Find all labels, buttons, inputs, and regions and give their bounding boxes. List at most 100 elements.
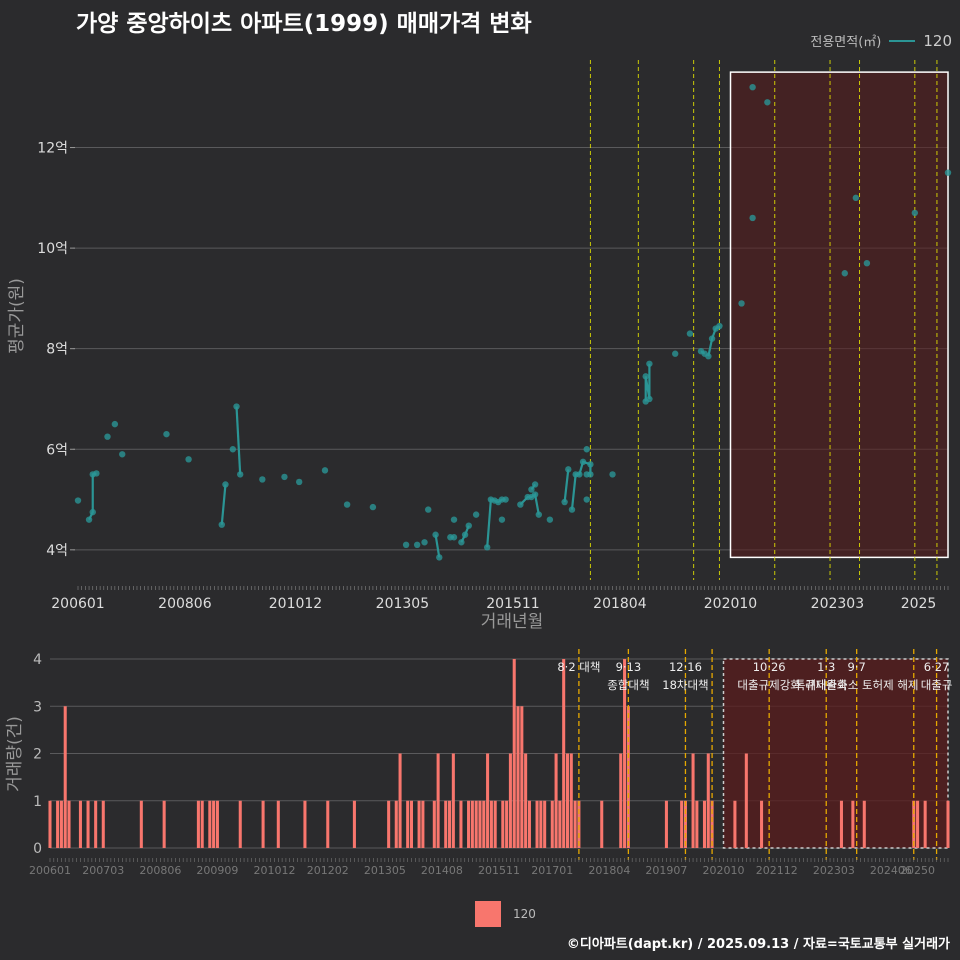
price-point — [413, 541, 421, 548]
price-point — [461, 531, 469, 538]
volume-bar — [444, 800, 448, 848]
bar-y-tick-label: 2 — [33, 747, 42, 763]
y-tick-label: 6억 — [46, 442, 68, 458]
volume-bar — [619, 753, 623, 848]
policy-label: 종합대책 — [607, 678, 649, 692]
policy-label: 9·7 — [848, 660, 866, 674]
y-tick-label: 12억 — [37, 141, 68, 157]
volume-bar — [467, 800, 471, 848]
policy-label: 12·16 — [669, 660, 702, 674]
policy-label: 9·13 — [616, 660, 642, 674]
volume-bar — [680, 800, 684, 848]
volume-bar — [238, 800, 242, 848]
price-point — [672, 350, 679, 357]
price-point — [421, 539, 428, 546]
price-point — [561, 498, 568, 506]
volume-bar — [139, 800, 143, 848]
volume-bar — [543, 800, 547, 848]
price-point — [369, 503, 377, 511]
price-point — [402, 541, 410, 548]
price-point — [546, 516, 554, 523]
y-axis-title: 평균가(원) — [7, 278, 27, 354]
price-point — [764, 99, 771, 106]
legend-line-swatch — [889, 39, 916, 42]
price-point — [458, 539, 465, 546]
price-point — [119, 451, 126, 458]
volume-bar — [432, 800, 436, 848]
volume-bar — [695, 800, 699, 848]
bar-x-tick-label: 20250 — [900, 864, 935, 877]
volume-bar — [691, 753, 695, 848]
price-point — [259, 476, 266, 483]
price-point — [450, 534, 458, 541]
bar-x-tick-label: 200806 — [139, 864, 181, 877]
legend-bar-label: 120 — [513, 907, 536, 921]
volume-bar — [623, 659, 627, 848]
volume-bar — [923, 800, 927, 848]
price-point — [450, 516, 458, 523]
bar-x-tick-label: 201511 — [478, 864, 520, 877]
price-point — [517, 501, 524, 508]
volume-bar — [398, 753, 402, 848]
volume-bar — [501, 800, 505, 848]
price-point — [738, 300, 745, 307]
volume-bar — [760, 800, 764, 848]
volume-bar — [946, 800, 950, 848]
legend-bar-swatch — [475, 901, 501, 927]
price-point — [531, 491, 539, 498]
bar-x-tick-label: 201408 — [421, 864, 463, 877]
bar-x-tick-label: 200601 — [29, 864, 71, 877]
price-point — [74, 497, 82, 504]
price-point — [863, 260, 871, 267]
x-tick-label: 201305 — [376, 596, 429, 612]
volume-bar — [505, 800, 509, 848]
price-point — [642, 373, 649, 380]
price-point — [568, 506, 576, 513]
bar-x-tick-label: 201305 — [364, 864, 406, 877]
bar-x-tick-label: 201804 — [588, 864, 630, 877]
volume-bar — [478, 800, 482, 848]
volume-bar — [508, 753, 512, 848]
volume-bar — [558, 800, 562, 848]
volume-bar — [59, 800, 63, 848]
volume-bar — [421, 800, 425, 848]
volume-bar — [527, 800, 531, 848]
bar-x-tick-label: 202406 — [870, 864, 912, 877]
volume-bar — [436, 753, 440, 848]
policy-label: 18차대책 — [662, 678, 708, 692]
price-point — [583, 446, 590, 453]
volume-bar — [101, 800, 105, 848]
price-point — [716, 322, 723, 330]
volume-bar — [520, 706, 524, 848]
volume-bar — [493, 800, 497, 848]
volume-bar — [916, 800, 920, 848]
volume-bar — [664, 800, 668, 848]
x-tick-label: 202010 — [704, 596, 757, 612]
policy-label: 8·2 대책 — [557, 660, 600, 674]
volume-bar — [683, 800, 687, 848]
price-line — [235, 406, 242, 475]
volume-bar — [451, 753, 455, 848]
volume-bar — [482, 800, 486, 848]
volume-bar — [474, 800, 478, 848]
price-point — [436, 554, 443, 561]
volume-chart: 0 1 2 3 4 8·2 대책 9·13 종합대책 12·16 18차대책 10·26 대출규제강화… — [5, 649, 952, 877]
volume-bar — [276, 800, 280, 848]
price-point — [841, 270, 848, 277]
volume-bar — [303, 800, 307, 848]
volume-bar — [387, 800, 391, 848]
price-point — [237, 471, 244, 478]
bar-y-tick-label: 4 — [33, 652, 42, 668]
price-point — [565, 466, 572, 473]
volume-bar — [56, 800, 60, 848]
price-point — [708, 335, 716, 342]
chart-title: 가양 중앙하이츠 아파트(1999) 매매가격 변화 — [76, 11, 532, 37]
bar-y-axis-title: 거래량(건) — [5, 716, 25, 792]
price-chart: 4억 6억 8억 10억 12억 200601 200806 201012 201305 2015… — [7, 60, 952, 632]
price-point — [295, 478, 303, 486]
volume-bar — [196, 800, 200, 848]
bar-y-tick-label: 0 — [33, 841, 42, 857]
price-line — [563, 469, 570, 503]
volume-bar — [78, 800, 82, 848]
price-point — [104, 433, 111, 440]
